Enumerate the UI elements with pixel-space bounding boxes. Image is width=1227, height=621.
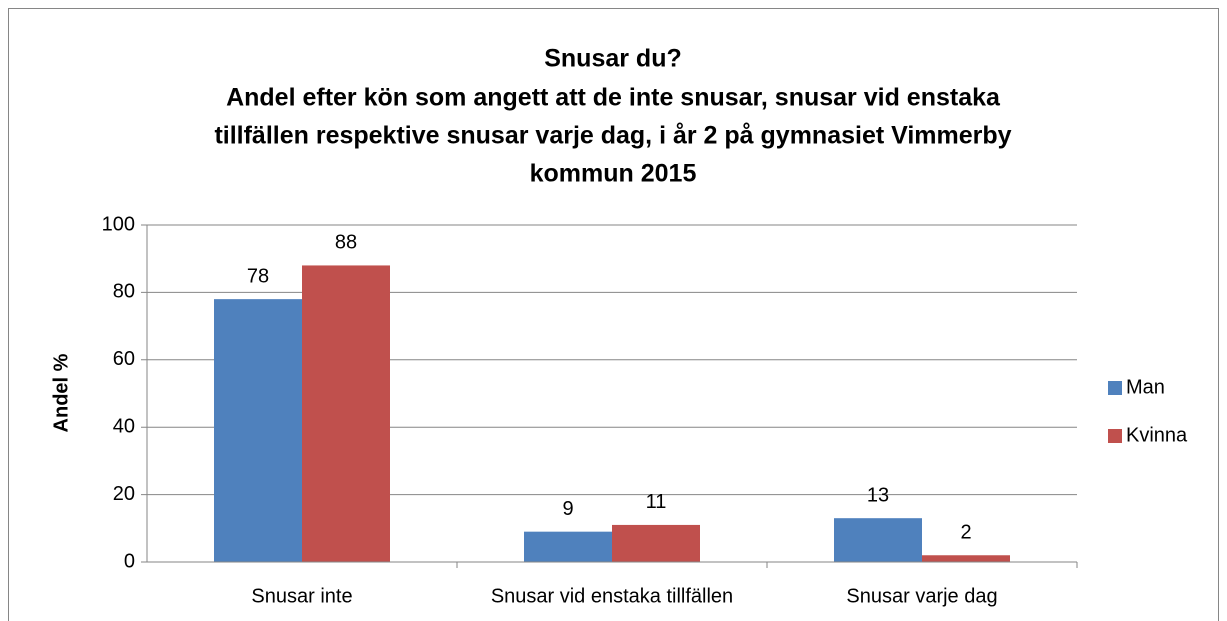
legend-swatch bbox=[1108, 429, 1122, 443]
chart-frame bbox=[8, 8, 1219, 621]
legend-swatch bbox=[1108, 381, 1122, 395]
bar bbox=[524, 531, 612, 562]
bar bbox=[834, 518, 922, 562]
data-label: 78 bbox=[247, 265, 269, 287]
data-label: 11 bbox=[646, 491, 667, 513]
legend-label: Kvinna bbox=[1126, 424, 1188, 446]
y-tick-label: 80 bbox=[113, 281, 135, 303]
x-tick-label: Snusar varje dag bbox=[846, 585, 997, 607]
y-axis-label: Andel % bbox=[50, 353, 72, 432]
chart-title: Snusar du? bbox=[544, 45, 682, 73]
x-tick-label: Snusar vid enstaka tillfällen bbox=[491, 585, 733, 607]
bar bbox=[302, 265, 390, 562]
y-tick-label: 100 bbox=[102, 213, 135, 235]
data-label: 13 bbox=[867, 484, 889, 506]
y-tick-label: 20 bbox=[113, 483, 135, 505]
bar bbox=[922, 555, 1010, 562]
y-tick-label: 40 bbox=[113, 415, 135, 437]
bar bbox=[214, 299, 302, 562]
chart-title: Andel efter kön som angett att de inte s… bbox=[226, 84, 1001, 112]
data-label: 88 bbox=[335, 232, 357, 254]
legend-label: Man bbox=[1126, 376, 1165, 398]
y-tick-label: 60 bbox=[113, 348, 135, 370]
bar bbox=[612, 524, 700, 562]
y-tick-label: 0 bbox=[124, 550, 135, 572]
chart-title: tillfällen respektive snusar varje dag, … bbox=[214, 122, 1011, 150]
data-label: 9 bbox=[562, 498, 573, 520]
data-label: 2 bbox=[960, 522, 971, 544]
chart-title: kommun 2015 bbox=[530, 160, 697, 188]
x-tick-label: Snusar inte bbox=[251, 585, 352, 607]
